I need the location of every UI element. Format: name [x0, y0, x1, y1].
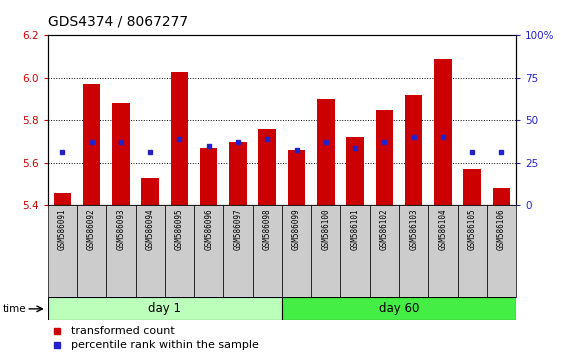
Text: GSM586103: GSM586103 — [409, 208, 418, 250]
Text: GSM586106: GSM586106 — [497, 208, 506, 250]
Bar — [112, 103, 130, 205]
Text: GSM586101: GSM586101 — [351, 208, 360, 250]
Bar — [48, 205, 77, 297]
Text: GSM586102: GSM586102 — [380, 208, 389, 250]
Bar — [77, 205, 106, 297]
Text: GSM586098: GSM586098 — [263, 208, 272, 250]
Text: GSM586100: GSM586100 — [321, 208, 330, 250]
Text: GDS4374 / 8067277: GDS4374 / 8067277 — [48, 14, 188, 28]
Text: percentile rank within the sample: percentile rank within the sample — [71, 339, 259, 350]
Bar — [136, 205, 165, 297]
Bar — [434, 59, 452, 205]
Bar — [282, 205, 311, 297]
Text: transformed count: transformed count — [71, 326, 175, 336]
Bar — [252, 205, 282, 297]
Text: GSM586095: GSM586095 — [175, 208, 184, 250]
Text: day 60: day 60 — [379, 302, 419, 315]
Bar — [458, 205, 487, 297]
Text: GSM586099: GSM586099 — [292, 208, 301, 250]
Bar — [288, 150, 305, 205]
Text: GSM586094: GSM586094 — [146, 208, 155, 250]
Bar — [259, 129, 276, 205]
Bar — [83, 84, 100, 205]
Bar — [106, 205, 136, 297]
Text: GSM586104: GSM586104 — [439, 208, 448, 250]
Bar — [428, 205, 458, 297]
Bar — [493, 188, 511, 205]
Bar — [223, 205, 252, 297]
Bar — [341, 205, 370, 297]
Bar — [346, 137, 364, 205]
Bar — [317, 99, 334, 205]
Bar — [171, 72, 188, 205]
Bar — [487, 205, 516, 297]
Bar — [405, 95, 422, 205]
Bar — [53, 193, 71, 205]
Bar — [165, 205, 194, 297]
Text: time: time — [3, 304, 26, 314]
Bar — [200, 148, 218, 205]
Text: GSM586091: GSM586091 — [58, 208, 67, 250]
Text: GSM586093: GSM586093 — [116, 208, 125, 250]
Text: GSM586105: GSM586105 — [468, 208, 477, 250]
Bar — [48, 297, 282, 320]
Bar — [229, 142, 247, 205]
Bar — [141, 178, 159, 205]
Bar — [463, 169, 481, 205]
Text: GSM586092: GSM586092 — [87, 208, 96, 250]
Text: GSM586096: GSM586096 — [204, 208, 213, 250]
Bar — [311, 205, 341, 297]
Bar — [376, 110, 393, 205]
Bar — [282, 297, 516, 320]
Bar — [194, 205, 223, 297]
Text: day 1: day 1 — [148, 302, 181, 315]
Text: GSM586097: GSM586097 — [233, 208, 242, 250]
Bar — [370, 205, 399, 297]
Bar — [399, 205, 428, 297]
